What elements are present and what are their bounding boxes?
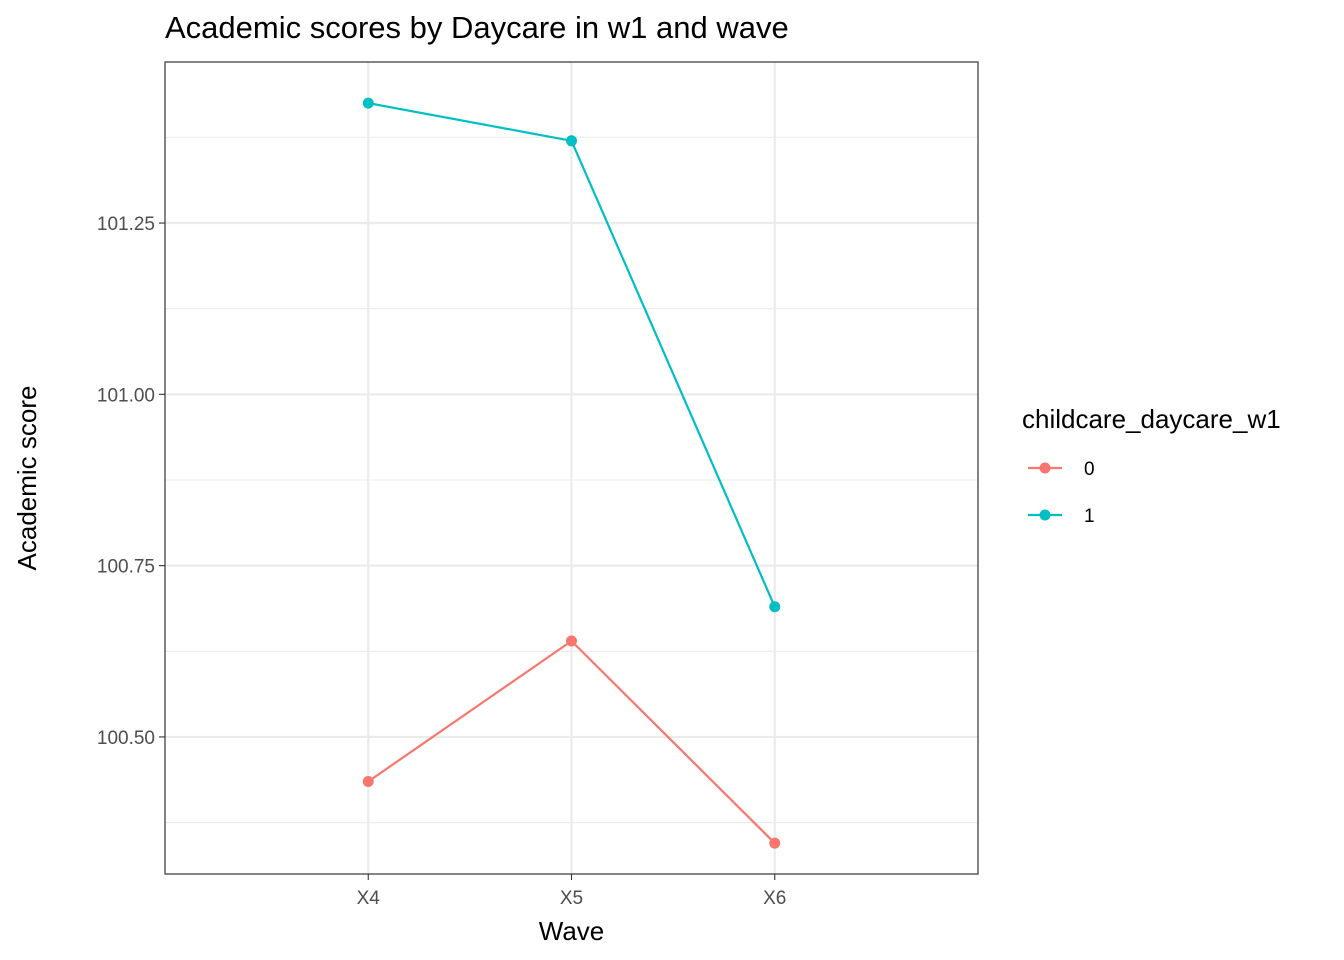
legend-label: 0	[1084, 459, 1095, 480]
legend-key-point	[1039, 462, 1051, 474]
y-tick-label: 100.50	[97, 728, 155, 749]
legend-key-point	[1039, 509, 1051, 521]
x-tick-label: X6	[763, 888, 786, 909]
data-point-1	[566, 135, 577, 147]
x-tick-label: X5	[560, 888, 583, 909]
y-axis: 100.50 100.75 101.00 101.25	[97, 214, 165, 749]
legend-items: 01	[1028, 459, 1095, 527]
data-point-0	[362, 775, 374, 787]
plot-area	[164, 61, 979, 875]
series-layer	[362, 97, 781, 849]
y-tick-label: 101.00	[97, 385, 155, 406]
x-axis: X4 X5 X6	[357, 874, 786, 909]
y-axis-title: Academic score	[12, 386, 42, 571]
y-tick-label: 101.25	[97, 214, 155, 235]
legend-title: childcare_daycare_w1	[1022, 404, 1281, 434]
chart-title: Academic scores by Daycare in w1 and wav…	[165, 10, 789, 45]
data-point-0	[769, 837, 781, 849]
legend: childcare_daycare_w1 01	[1022, 404, 1281, 527]
data-point-1	[769, 601, 781, 613]
data-point-0	[566, 635, 577, 647]
y-tick-label: 100.75	[97, 557, 155, 578]
x-tick-label: X4	[357, 888, 381, 909]
legend-label: 1	[1084, 506, 1095, 527]
major-gridlines	[165, 62, 978, 874]
data-point-1	[362, 97, 374, 109]
x-axis-title: Wave	[539, 916, 605, 946]
